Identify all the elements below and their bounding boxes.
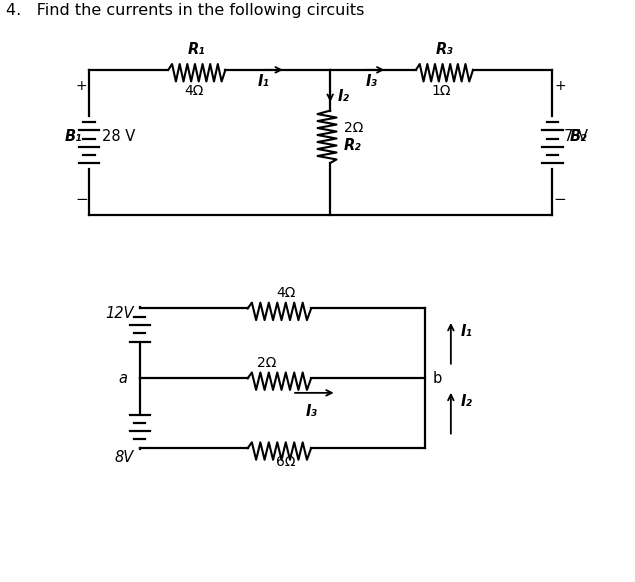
Text: I₁: I₁ xyxy=(460,324,472,339)
Text: 7 V: 7 V xyxy=(564,129,588,144)
Text: B₂: B₂ xyxy=(570,129,587,144)
Text: I₃: I₃ xyxy=(305,404,317,420)
Text: −: − xyxy=(75,191,88,207)
Text: 2Ω: 2Ω xyxy=(344,121,364,135)
Text: a: a xyxy=(118,371,127,386)
Text: I₁: I₁ xyxy=(258,74,269,90)
Text: I₂: I₂ xyxy=(338,88,350,104)
Text: +: + xyxy=(76,79,87,93)
Text: 1Ω: 1Ω xyxy=(432,84,451,98)
Text: 4Ω: 4Ω xyxy=(276,286,295,300)
Text: 28 V: 28 V xyxy=(102,129,135,144)
Text: R₁: R₁ xyxy=(188,42,206,57)
Text: 4.   Find the currents in the following circuits: 4. Find the currents in the following ci… xyxy=(6,3,364,18)
Text: b: b xyxy=(433,371,443,386)
Text: B₁: B₁ xyxy=(65,129,83,144)
Text: 12V: 12V xyxy=(105,306,133,321)
Text: −: − xyxy=(554,191,566,207)
Text: I₃: I₃ xyxy=(366,74,377,90)
Text: +: + xyxy=(554,79,566,93)
Text: R₃: R₃ xyxy=(436,42,453,57)
Text: 4Ω: 4Ω xyxy=(184,84,203,98)
Text: 8V: 8V xyxy=(114,450,133,465)
Text: R₂: R₂ xyxy=(344,138,362,153)
Text: 2Ω: 2Ω xyxy=(257,356,276,370)
Text: I₂: I₂ xyxy=(460,394,472,409)
Text: 6Ω: 6Ω xyxy=(276,455,295,469)
